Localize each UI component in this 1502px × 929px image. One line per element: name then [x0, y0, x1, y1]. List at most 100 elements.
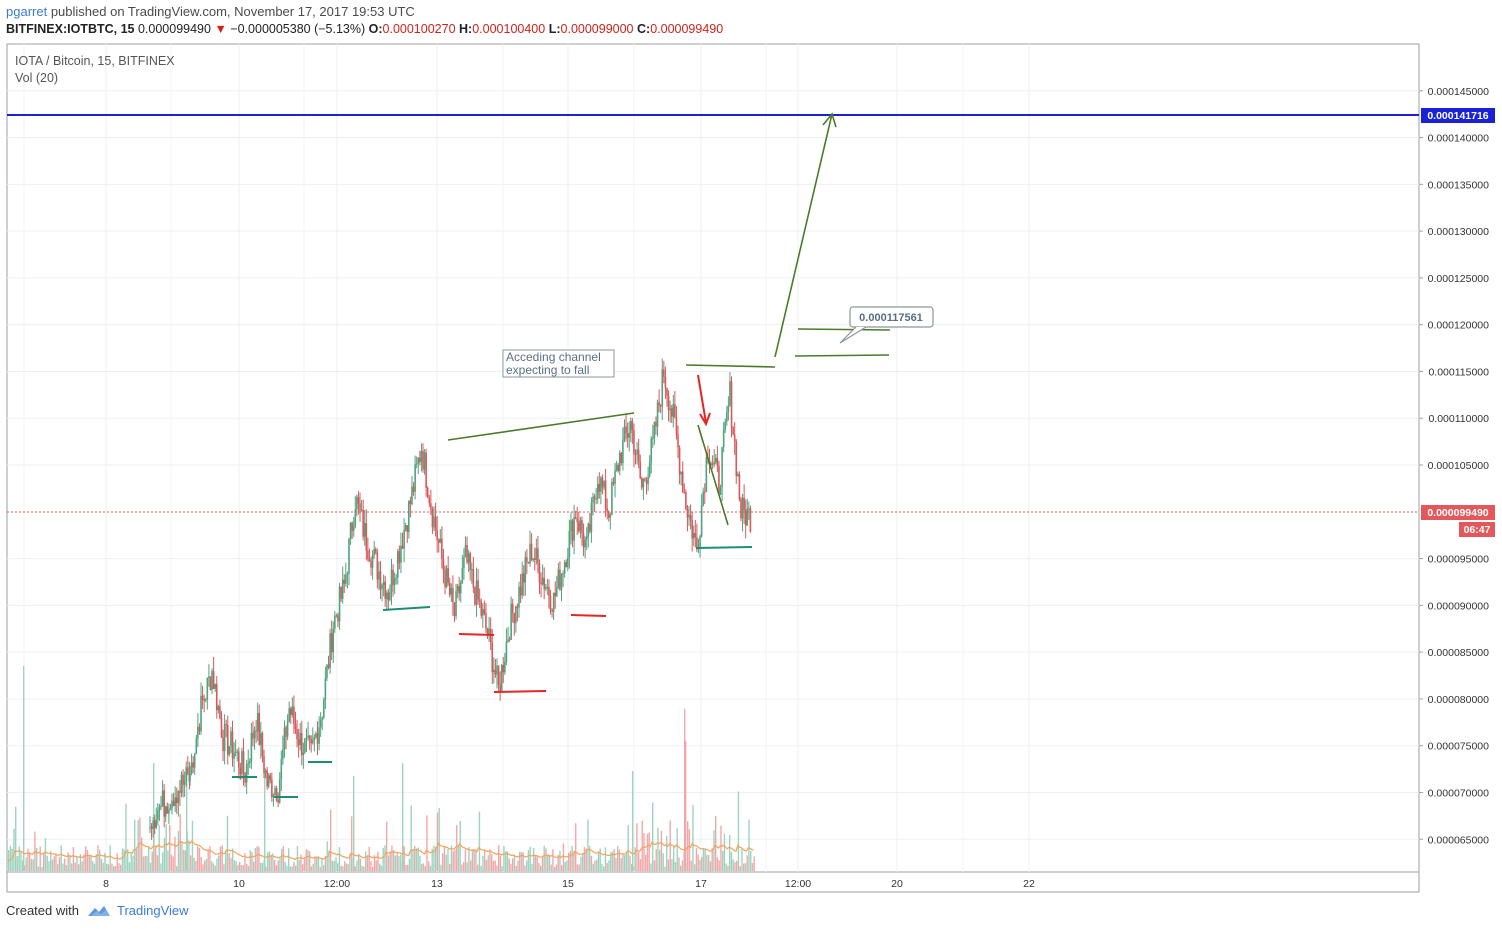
volume-bar — [566, 860, 568, 871]
candle-body — [247, 763, 250, 765]
candle-body — [370, 561, 372, 568]
trend-lines[interactable] — [447, 112, 891, 526]
drop-line[interactable] — [697, 424, 729, 526]
candle-body — [282, 748, 284, 760]
candle-body — [198, 726, 201, 732]
candle-body — [573, 517, 575, 541]
volume-bar — [681, 860, 684, 871]
candle-body — [607, 511, 610, 518]
volume-bar — [232, 848, 234, 871]
volume-bar — [373, 855, 376, 871]
candle-body — [749, 508, 752, 532]
candle-body — [409, 500, 412, 505]
volume-bar — [562, 843, 565, 871]
candle-body — [323, 699, 325, 718]
volume-bar — [242, 865, 244, 871]
y-tick-label: 0.000120000 — [1428, 320, 1489, 332]
y-tick-label: 0.000140000 — [1428, 133, 1489, 145]
volume-bar — [424, 866, 426, 871]
price-callout[interactable]: 0.000117561 — [839, 306, 934, 344]
volume-bar — [120, 864, 122, 871]
candle-body — [201, 695, 204, 700]
volume-bar — [517, 860, 519, 871]
candle-body — [149, 826, 151, 828]
candle-body — [280, 759, 283, 780]
publisher-link[interactable]: pgarret — [6, 4, 48, 19]
breakout-line[interactable] — [685, 364, 776, 368]
candle-body — [652, 437, 654, 439]
volume-bar — [74, 862, 76, 871]
candle-body — [203, 699, 205, 701]
candle-body — [526, 557, 528, 563]
candle-body — [214, 683, 216, 689]
volume-bar — [578, 864, 580, 871]
candle-body — [260, 733, 262, 745]
y-tick-label: 0.000080000 — [1428, 694, 1489, 706]
volume-bar — [685, 741, 687, 871]
candle-body — [552, 592, 555, 612]
time-axis[interactable] — [6, 871, 1420, 893]
volume-bar — [737, 791, 740, 871]
price-axis[interactable]: 0.000145000 0.000140000 0.000135000 0.00013… — [1419, 86, 1489, 846]
candle-body — [641, 478, 643, 488]
candles — [149, 358, 752, 840]
resistance-line-upper[interactable] — [797, 328, 891, 331]
volume-bar — [270, 854, 272, 871]
volume-bar — [666, 835, 668, 871]
volume-bar — [135, 849, 138, 871]
candle-body — [477, 580, 479, 600]
volume-bar — [225, 850, 227, 871]
volume-bar — [361, 865, 363, 871]
volume-bar — [253, 861, 255, 871]
volume-bar — [503, 845, 505, 871]
volume-bar — [739, 866, 741, 871]
projection-up-line[interactable] — [774, 113, 833, 358]
volume-bar — [485, 859, 488, 871]
candle-body — [150, 826, 153, 829]
support-marks — [232, 546, 753, 798]
volume-bar — [433, 845, 435, 871]
candle-body — [261, 733, 264, 757]
tradingview-brand-link[interactable]: TradingView — [116, 903, 189, 918]
volume-bar — [284, 861, 286, 871]
volume-bar — [652, 802, 654, 871]
x-tick-label: 17 — [695, 878, 707, 890]
volume-bar — [365, 851, 367, 871]
volume-bar — [85, 846, 87, 871]
candle-body — [461, 567, 464, 583]
candle-body — [395, 577, 398, 579]
volume-bar — [272, 853, 274, 871]
volume-bar — [452, 851, 454, 871]
candle-body — [653, 421, 656, 438]
annotation-box[interactable]: Acceding channel expecting to fall — [502, 349, 615, 378]
volume-bar — [587, 819, 589, 871]
volume-bar — [454, 849, 456, 871]
volume-bar — [260, 862, 262, 871]
candle-body — [161, 790, 164, 806]
resistance-line-lower[interactable] — [794, 354, 890, 357]
candle-body — [363, 523, 366, 537]
candle-body — [401, 545, 404, 549]
channel-top-line[interactable] — [447, 412, 635, 441]
candle-body — [330, 633, 333, 653]
volume-bar — [704, 849, 706, 871]
current-price-tag-text: 0.000099490 — [1427, 507, 1488, 519]
volume-bar — [23, 865, 26, 871]
volume-bar — [431, 848, 433, 871]
candle-body — [228, 746, 231, 755]
volume-bar — [109, 845, 111, 871]
volume-bar — [657, 827, 659, 871]
volume-bar — [402, 763, 404, 871]
candle-body — [541, 577, 544, 585]
volume-bar — [184, 850, 187, 871]
candle-body — [639, 461, 642, 479]
volume-bar — [240, 865, 243, 871]
volume-bar — [391, 845, 393, 871]
volume-bar — [43, 852, 45, 871]
candle-body — [648, 462, 651, 477]
candle-body — [158, 807, 161, 811]
volume-bar — [491, 854, 493, 871]
volume-bar — [650, 863, 652, 871]
candle-body — [450, 588, 453, 595]
